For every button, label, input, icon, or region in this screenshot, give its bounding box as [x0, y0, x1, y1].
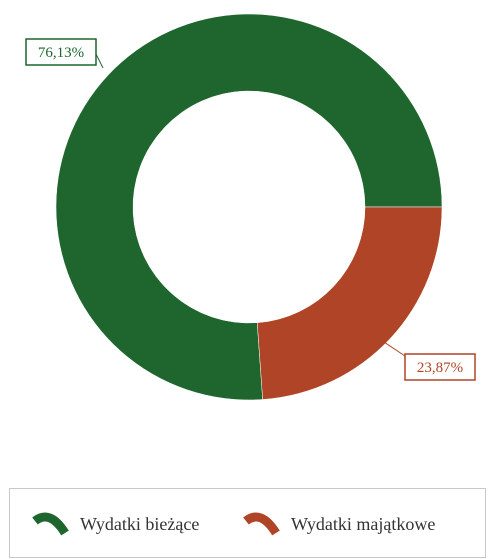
donut-slice-0[interactable]: [55, 13, 443, 401]
donut-slice-1[interactable]: [256, 206, 443, 400]
data-label-connector: [377, 337, 406, 357]
legend-arc-icon: [243, 512, 280, 536]
legend-item-wydatki-majatkowe[interactable]: Wydatki majątkowe: [241, 511, 435, 537]
legend-arc-icon: [32, 512, 69, 536]
legend-label: Wydatki bieżące: [80, 513, 200, 534]
data-label-box: [404, 353, 476, 381]
data-label-0: 76,13%: [25, 38, 104, 69]
data-label-box: [25, 38, 97, 66]
donut-chart-svg: 76,13% 23,87%: [25, 13, 476, 401]
data-label-1: 23,87%: [377, 337, 476, 381]
data-label-value: 76,13%: [38, 45, 84, 61]
legend-item-wydatki-biezace[interactable]: Wydatki bieżące: [30, 511, 199, 537]
data-label-value: 23,87%: [417, 360, 463, 376]
chart-legend: Wydatki bieżące Wydatki majątkowe: [9, 488, 486, 558]
legend-label: Wydatki majątkowe: [291, 513, 436, 534]
